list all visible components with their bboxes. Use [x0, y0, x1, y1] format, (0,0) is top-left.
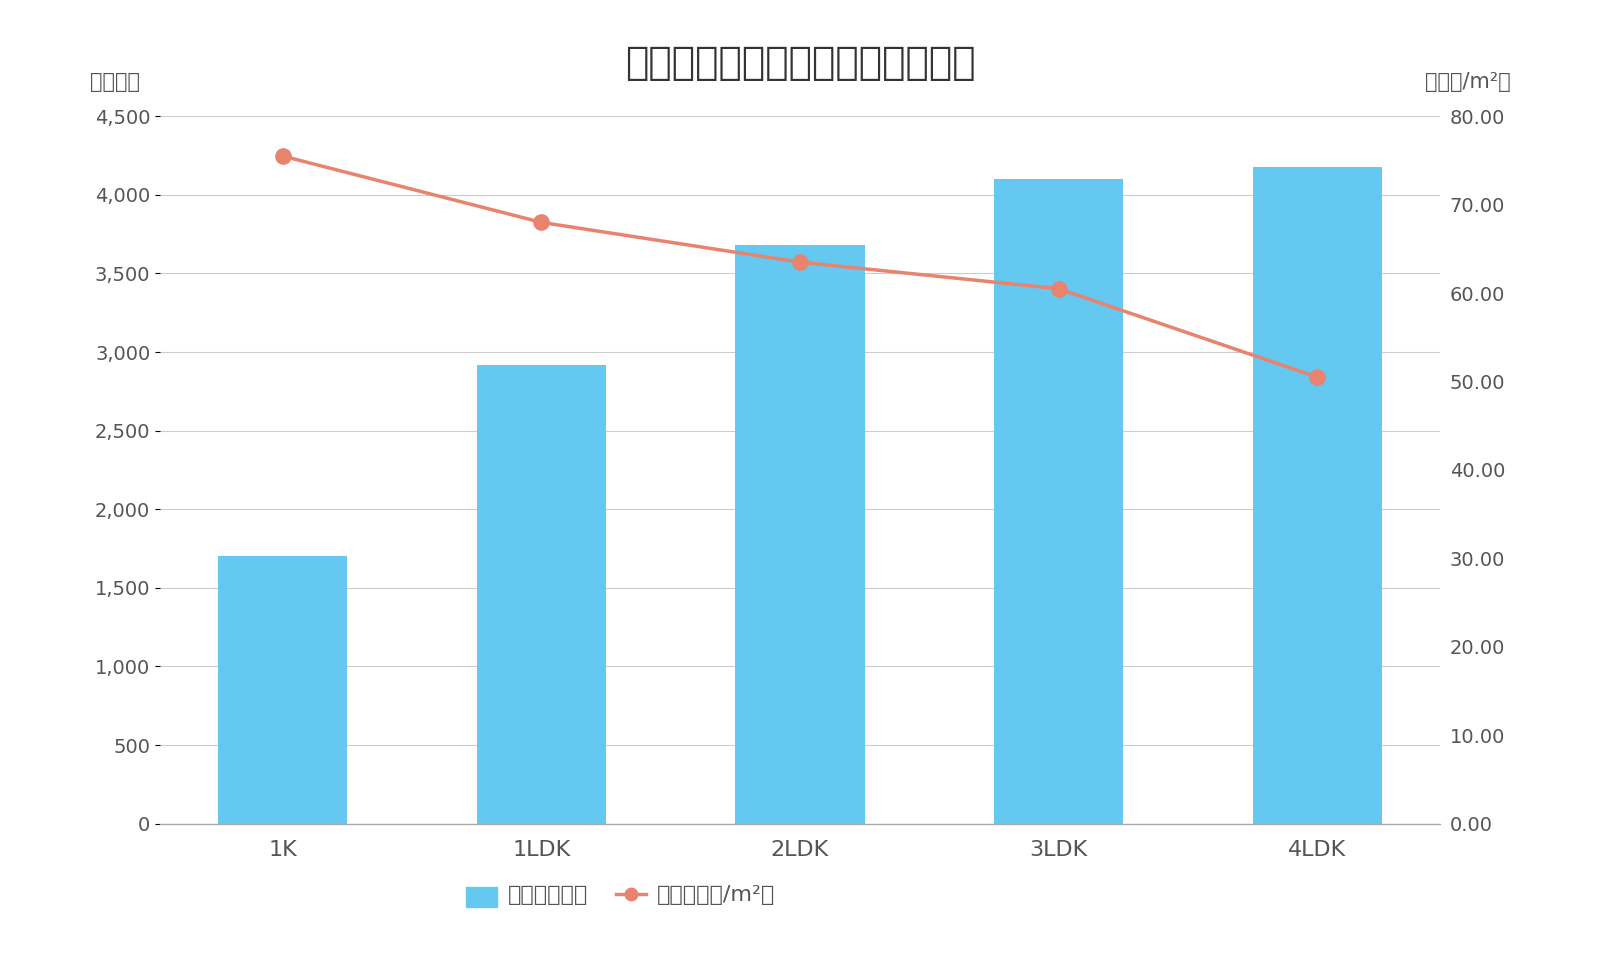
Bar	[994, 179, 1123, 824]
Bar	[736, 245, 864, 824]
Bar	[218, 556, 347, 824]
Legend: 価格（万円）, 単価（万円/m²）: 価格（万円）, 単価（万円/m²）	[461, 880, 781, 912]
Text: （万円）: （万円）	[90, 72, 139, 91]
Bar	[1253, 167, 1382, 824]
Bar	[477, 364, 606, 824]
Text: 江戸川区間取り別マンション価格: 江戸川区間取り別マンション価格	[624, 44, 976, 81]
Text: （万円/m²）: （万円/m²）	[1424, 72, 1510, 91]
